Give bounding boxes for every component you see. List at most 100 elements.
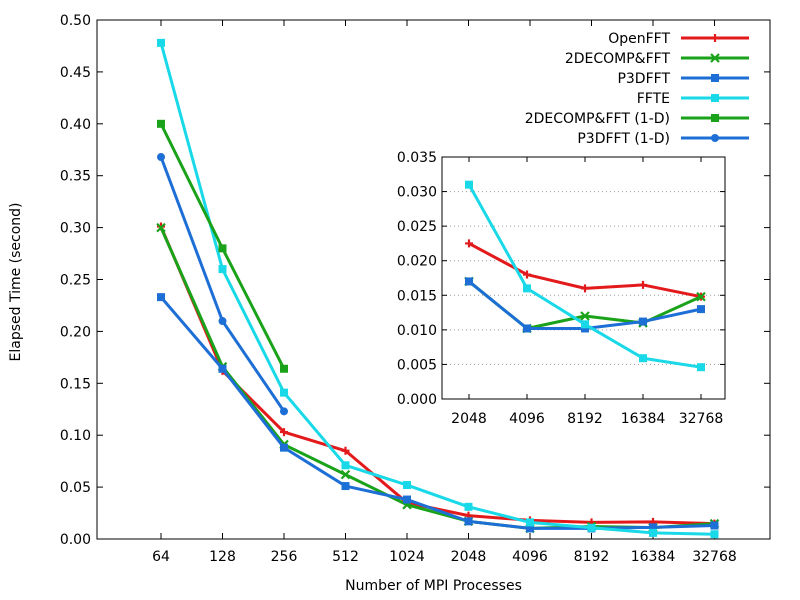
inset-data-point xyxy=(523,284,531,293)
inset-y-tick-label: 0.030 xyxy=(397,185,437,201)
main-data-point xyxy=(649,523,657,532)
inset-x-tick-label: 16384 xyxy=(621,411,666,427)
inset-y-tick-label: 0.025 xyxy=(397,219,437,235)
main-x-tick-label: 2048 xyxy=(451,549,487,565)
inset-y-tick-label: 0.000 xyxy=(397,392,437,408)
main-data-point xyxy=(710,521,719,530)
main-x-tick-label: 8192 xyxy=(574,549,610,565)
main-data-point xyxy=(341,482,350,491)
legend-marker xyxy=(711,74,719,82)
main-data-point xyxy=(157,153,165,162)
main-data-point xyxy=(649,528,657,537)
main-y-tick-label: 0.10 xyxy=(60,428,91,444)
inset-data-point xyxy=(523,324,531,333)
main-data-point xyxy=(341,461,350,470)
legend-label: 2DECOMP&FFT xyxy=(565,51,671,67)
inset-series xyxy=(464,180,706,372)
inset-data-point xyxy=(581,284,589,293)
main-data-point xyxy=(280,428,288,437)
inset-x-tick-label: 2048 xyxy=(451,411,487,427)
main-data-point xyxy=(156,222,166,233)
main-x-tick-label: 1024 xyxy=(389,549,425,565)
inset-x-tick-label: 4096 xyxy=(509,411,545,427)
main-x-tick-label: 128 xyxy=(209,549,236,565)
main-data-point xyxy=(280,364,288,373)
main-x-tick-label: 64 xyxy=(152,549,170,565)
inset-data-point xyxy=(639,354,647,363)
main-data-point xyxy=(218,317,227,326)
inset-y-tick-label: 0.005 xyxy=(397,357,437,373)
legend-marker xyxy=(711,134,719,142)
inset-data-point xyxy=(696,291,706,302)
inset-y-tick-label: 0.015 xyxy=(397,288,437,304)
legend-label: 2DECOMP&FFT (1-D) xyxy=(525,111,670,127)
inset-data-point xyxy=(697,363,705,372)
legend-marker xyxy=(711,114,719,122)
inset-data-point xyxy=(465,180,473,189)
inset-data-point xyxy=(465,239,473,248)
main-x-tick-label: 16384 xyxy=(631,549,676,565)
main-x-tick-label: 4096 xyxy=(512,549,548,565)
main-data-point xyxy=(280,443,288,452)
main-data-point xyxy=(341,446,350,455)
main-data-point xyxy=(526,518,534,527)
inset-data-point xyxy=(523,270,531,279)
inset-y-tick-label: 0.035 xyxy=(397,150,437,166)
main-data-point xyxy=(464,502,473,511)
main-data-point xyxy=(464,517,473,526)
main-data-point xyxy=(157,293,165,302)
inset-chart: 0.000 0.005 0.010 0.015 0.020 0.025 0.030 0.035… xyxy=(397,150,726,427)
inset-x-tick-label: 8192 xyxy=(567,411,603,427)
legend-label: OpenFFT xyxy=(608,31,670,47)
main-y-axis-label: Elapsed Time (second) xyxy=(8,202,24,361)
main-data-point xyxy=(403,495,411,504)
inset-plot-frame xyxy=(441,156,726,400)
main-x-tick-label: 32768 xyxy=(692,549,737,565)
main-y-tick-label: 0.45 xyxy=(60,65,91,81)
inset-ticks: 0.000 0.005 0.010 0.015 0.020 0.025 0.030 0.035… xyxy=(397,150,725,427)
main-y-tick-label: 0.05 xyxy=(60,480,91,496)
main-y-tick-label: 0.35 xyxy=(60,169,91,185)
inset-data-point xyxy=(639,317,647,326)
main-series xyxy=(156,38,720,539)
legend-marker xyxy=(710,53,720,63)
main-y-tick-label: 0.25 xyxy=(60,273,91,289)
main-data-point xyxy=(526,524,534,533)
inset-data-point xyxy=(639,280,647,289)
legend-label: P3DFFT xyxy=(617,71,670,87)
main-y-tick-label: 0.20 xyxy=(60,324,91,340)
main-x-tick-label: 256 xyxy=(271,549,298,565)
inset-plot-bg xyxy=(442,157,725,399)
main-x-axis-label: Number of MPI Processes xyxy=(345,578,522,594)
inset-data-point xyxy=(697,305,705,314)
legend: OpenFFT 2DECOMP&FFT P3DFFT FFTE 2DECOMP&FFT … xyxy=(525,31,749,147)
legend-marker xyxy=(711,34,719,42)
main-data-point xyxy=(218,364,227,373)
inset-data-point xyxy=(465,277,473,286)
main-data-point xyxy=(157,38,165,47)
main-data-point xyxy=(403,481,411,490)
legend-marker xyxy=(711,94,719,102)
main-data-point xyxy=(340,469,351,480)
main-series-line xyxy=(159,42,715,536)
main-y-tick-label: 0.40 xyxy=(60,117,91,133)
inset-y-tick-label: 0.020 xyxy=(397,254,437,270)
main-data-point xyxy=(587,523,596,532)
main-data-point xyxy=(280,407,288,416)
main-x-tick-label: 512 xyxy=(332,549,359,565)
main-series-line xyxy=(159,296,715,530)
inset-y-tick-label: 0.010 xyxy=(397,323,437,339)
main-ticks: 0.00 0.05 0.10 0.15 0.20 0.25 0.30 0.35 0.40 0.45… xyxy=(60,13,770,565)
main-y-tick-label: 0.15 xyxy=(60,376,91,392)
inset-x-tick-label: 32768 xyxy=(679,411,724,427)
main-data-point xyxy=(710,530,719,539)
inset-data-point xyxy=(580,311,590,321)
legend-label: P3DFFT (1-D) xyxy=(577,131,670,147)
inset-data-point xyxy=(581,324,589,333)
inset-data-point xyxy=(581,320,589,329)
main-y-tick-label: 0.30 xyxy=(60,221,91,237)
main-y-tick-label: 0.50 xyxy=(60,13,91,29)
main-data-point xyxy=(157,119,165,128)
